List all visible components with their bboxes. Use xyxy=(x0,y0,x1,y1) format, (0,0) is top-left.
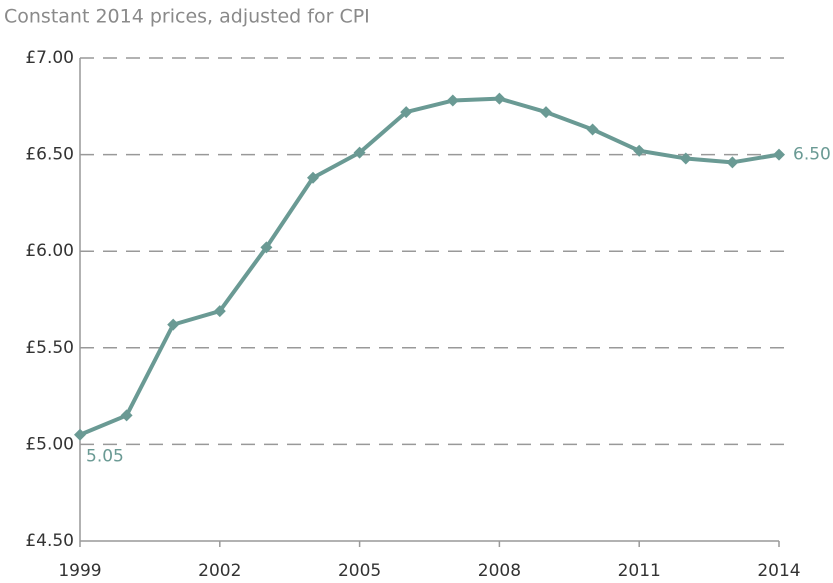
y-tick-label: £5.00 xyxy=(25,434,74,454)
marker xyxy=(74,428,86,441)
marker xyxy=(400,106,413,119)
marker xyxy=(353,146,366,159)
chart-subtitle: Constant 2014 prices, adjusted for CPI xyxy=(4,6,370,28)
marker xyxy=(307,171,319,184)
data-label: 6.50 xyxy=(793,145,831,165)
x-tick-label: 2011 xyxy=(618,561,661,581)
marker xyxy=(167,318,180,331)
line xyxy=(79,96,780,437)
marker xyxy=(679,152,692,165)
y-tick-label: £7.00 xyxy=(25,48,74,68)
marker xyxy=(726,156,739,169)
y-tick-label: £6.50 xyxy=(25,145,74,165)
marker xyxy=(633,144,646,157)
x-tick-label: 2005 xyxy=(338,561,381,581)
marker xyxy=(773,148,785,161)
marker xyxy=(586,123,599,136)
marker xyxy=(260,241,273,254)
y-tick-label: £6.00 xyxy=(25,241,74,261)
marker xyxy=(213,305,226,318)
x-tick-label: 2002 xyxy=(198,561,241,581)
x-tick-label: 1999 xyxy=(58,561,101,581)
data-label: 5.05 xyxy=(86,447,124,467)
marker xyxy=(493,92,506,105)
y-tick-label: £4.50 xyxy=(25,531,74,551)
x-tick-label: 2014 xyxy=(757,561,800,581)
x-tick-label: 2008 xyxy=(478,561,521,581)
marker xyxy=(540,106,552,119)
y-tick-label: £5.50 xyxy=(25,338,74,358)
marker xyxy=(120,409,133,422)
marker xyxy=(446,94,459,107)
